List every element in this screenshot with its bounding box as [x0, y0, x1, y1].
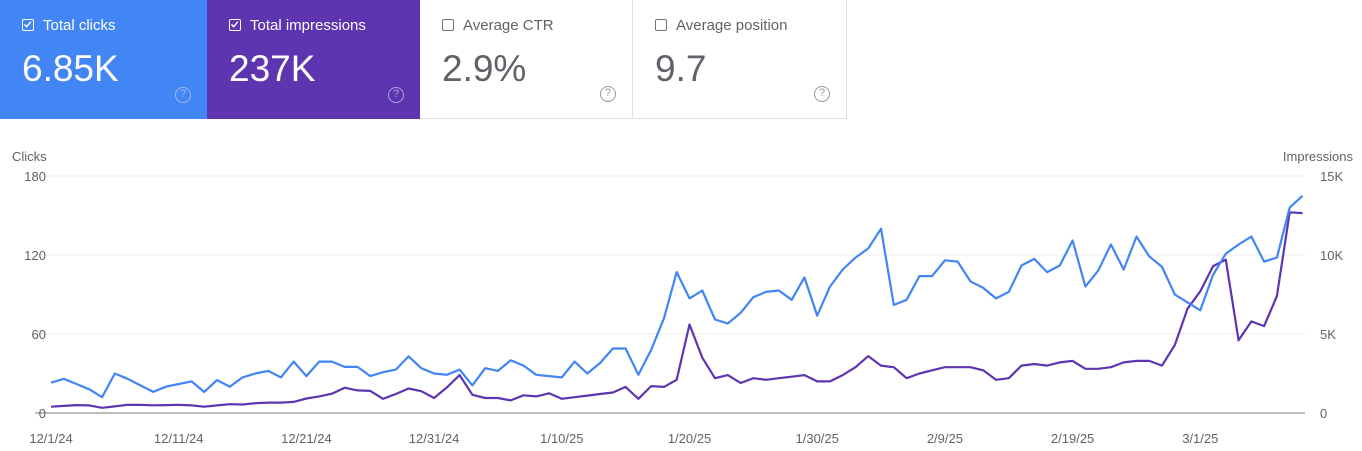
clicks-series-line [50, 194, 1304, 399]
right-axis-tick-label: 5K [1320, 327, 1336, 342]
x-axis-tick-label: 3/1/25 [1182, 431, 1218, 446]
left-axis-tick-label: 60 [32, 327, 46, 342]
right-axis-title: Impressions [1283, 149, 1354, 164]
x-axis-tick-label: 2/19/25 [1051, 431, 1094, 446]
x-axis-tick-label: 12/1/24 [29, 431, 72, 446]
help-icon[interactable]: ? [814, 86, 830, 102]
total-clicks-card[interactable]: Total clicks 6.85K ? [0, 0, 207, 119]
average-ctr-card[interactable]: Average CTR 2.9% ? [420, 0, 633, 119]
x-axis-tick-label: 1/30/25 [796, 431, 839, 446]
checkbox-unchecked-icon[interactable] [655, 19, 667, 31]
card-label: Total impressions [250, 17, 366, 34]
card-value: 237K [229, 48, 316, 89]
x-axis-tick-label: 12/21/24 [281, 431, 332, 446]
left-axis-title: Clicks [12, 149, 47, 164]
checkbox-checked-icon[interactable] [22, 19, 34, 31]
help-icon[interactable]: ? [600, 86, 616, 102]
left-axis-tick-label: 120 [24, 248, 46, 263]
metric-cards: Total clicks 6.85K ? Total impressions 2… [0, 0, 847, 119]
left-axis-tick-label: 0 [39, 406, 46, 421]
card-value: 6.85K [22, 48, 119, 89]
x-axis-tick-label: 1/20/25 [668, 431, 711, 446]
card-label: Average CTR [463, 17, 554, 34]
impressions-series-line [50, 211, 1303, 409]
right-axis-tick-label: 15K [1320, 169, 1343, 184]
x-axis-tick-label: 12/31/24 [409, 431, 460, 446]
card-value: 9.7 [655, 48, 707, 89]
right-axis-tick-label: 0 [1320, 406, 1327, 421]
card-label: Average position [676, 17, 788, 34]
card-value: 2.9% [442, 48, 527, 89]
x-axis-tick-label: 1/10/25 [540, 431, 583, 446]
checkbox-unchecked-icon[interactable] [442, 19, 454, 31]
total-impressions-card[interactable]: Total impressions 237K ? [207, 0, 420, 119]
x-axis-tick-label: 2/9/25 [927, 431, 963, 446]
card-label: Total clicks [43, 17, 116, 34]
help-icon[interactable]: ? [175, 87, 191, 103]
help-icon[interactable]: ? [388, 87, 404, 103]
checkbox-checked-icon[interactable] [229, 19, 241, 31]
right-axis-tick-label: 10K [1320, 248, 1343, 263]
x-axis-tick-label: 12/11/24 [154, 431, 204, 446]
average-position-card[interactable]: Average position 9.7 ? [633, 0, 847, 119]
left-axis-tick-label: 180 [24, 169, 46, 184]
